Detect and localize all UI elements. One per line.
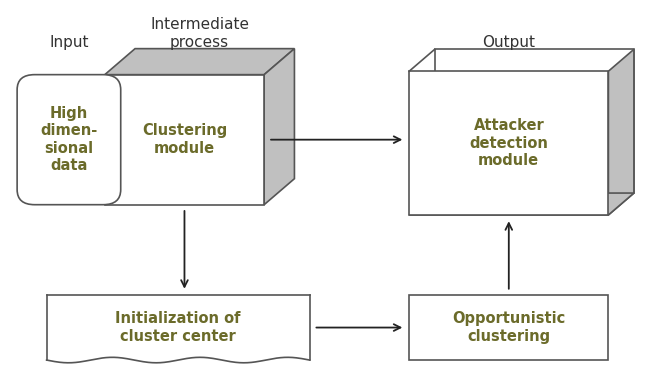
Polygon shape: [608, 49, 634, 215]
Text: Intermediate
process: Intermediate process: [150, 17, 249, 50]
Text: Clustering
module: Clustering module: [142, 123, 227, 156]
Polygon shape: [409, 295, 608, 360]
Text: Opportunistic
clustering: Opportunistic clustering: [452, 311, 565, 344]
Text: Output: Output: [482, 35, 535, 50]
Polygon shape: [105, 49, 295, 74]
Text: Initialization of
cluster center: Initialization of cluster center: [115, 311, 241, 344]
FancyBboxPatch shape: [17, 74, 121, 205]
Text: Input: Input: [49, 35, 89, 50]
Text: Attacker
detection
module: Attacker detection module: [469, 118, 548, 168]
Polygon shape: [105, 74, 264, 205]
Polygon shape: [47, 295, 310, 360]
Polygon shape: [409, 71, 608, 215]
Polygon shape: [409, 193, 634, 215]
Polygon shape: [264, 49, 295, 205]
Polygon shape: [435, 49, 634, 193]
Text: High
dimen-
sional
data: High dimen- sional data: [40, 106, 98, 173]
